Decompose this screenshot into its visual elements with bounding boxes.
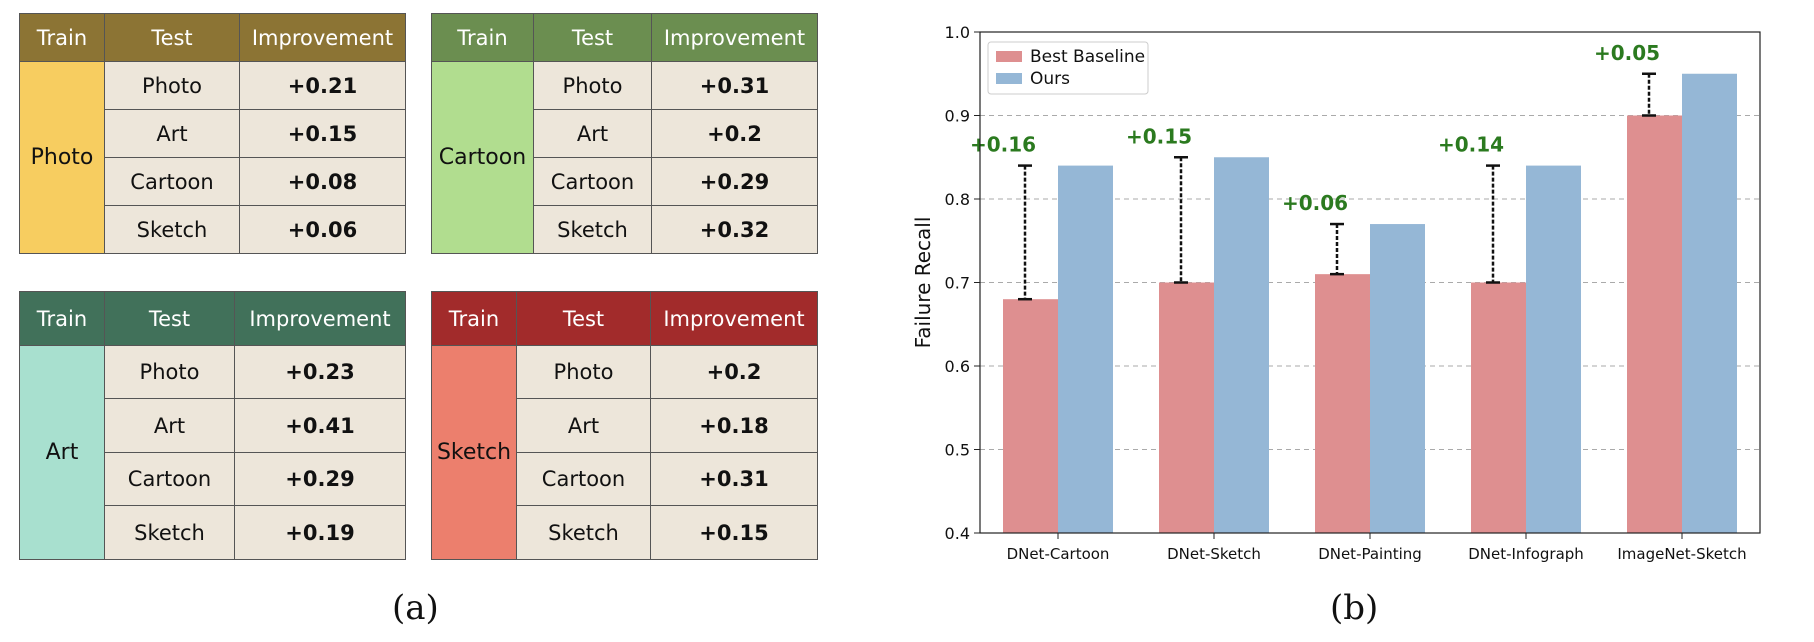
header-improvement: Improvement [234,291,406,346]
caption-a: (a) [392,588,439,628]
axis-ticks: 0.4 0.5 0.6 0.7 0.8 0.9 1.0 DNet-Cartoon DNet-Sk… [945,23,1747,563]
train-domain-cell: Cartoon [431,61,534,254]
test-cell: Cartoon [533,157,652,206]
test-cell: Photo [516,345,651,399]
improvement-cell: +0.15 [650,505,818,560]
header-test: Test [533,13,652,62]
improvement-annotation: +0.16 [970,133,1036,157]
test-cell: Cartoon [104,157,240,206]
test-cell: Sketch [533,205,652,254]
caption-b: (b) [1330,588,1379,628]
table-train-art: Train Test Improvement Art Photo +0.23 A… [19,291,406,560]
improvement-cell: +0.2 [651,109,818,158]
legend-swatch-ours [996,73,1022,84]
improvement-brackets: +0.16 +0.15 +0.06 +0.14 +0.05 [970,41,1660,301]
improvement-annotation: +0.14 [1438,133,1504,157]
test-cell: Photo [104,61,240,110]
table-train-photo: Train Test Improvement Photo Photo +0.21… [19,13,406,254]
improvement-cell: +0.41 [234,398,406,453]
test-cell: Art [104,398,235,453]
y-tick-label: 1.0 [945,23,970,42]
y-tick-label: 0.9 [945,107,970,126]
y-tick-label: 0.6 [945,357,970,376]
bar-ours [1214,157,1269,533]
x-tick-label: DNet-Sketch [1167,545,1261,563]
header-train: Train [431,13,534,62]
test-cell: Cartoon [516,452,651,506]
y-tick-label: 0.7 [945,274,970,293]
improvement-annotation: +0.06 [1282,191,1348,215]
header-train: Train [19,13,105,62]
improvement-cell: +0.31 [651,61,818,110]
failure-recall-bar-chart: +0.16 +0.15+0.06+0.14+0.05 0.40.50.60.70.… [911,23,1761,563]
header-test: Test [104,291,235,346]
bar-ours [1526,165,1581,533]
bar-best-baseline [1315,274,1370,533]
x-tick-label: DNet-Cartoon [1007,545,1110,563]
header-improvement: Improvement [650,291,818,346]
bar-ours [1682,73,1737,533]
bar-best-baseline [1159,282,1214,533]
improvement-cell: +0.31 [650,452,818,506]
train-domain-cell: Photo [19,61,105,254]
y-tick-label: 0.5 [945,441,970,460]
header-train: Train [431,291,517,346]
test-cell: Sketch [104,505,235,560]
table-train-cartoon: Train Test Improvement Cartoon Photo +0.… [431,13,818,254]
bar-best-baseline [1471,282,1526,533]
legend-swatch-best-baseline [996,51,1022,62]
header-improvement: Improvement [239,13,406,62]
improvement-cell: +0.23 [234,345,406,399]
test-cell: Art [533,109,652,158]
header-improvement: Improvement [651,13,818,62]
improvement-cell: +0.06 [239,205,406,254]
table-train-sketch: Train Test Improvement Sketch Photo +0.2… [431,291,818,560]
bar-best-baseline [1627,115,1682,533]
improvement-cell: +0.29 [234,452,406,506]
test-cell: Cartoon [104,452,235,506]
test-cell: Art [104,109,240,158]
legend-label-best-baseline: Best Baseline [1030,47,1145,67]
header-test: Test [104,13,240,62]
bar-best-baseline [1003,299,1058,533]
train-domain-cell: Art [19,345,105,560]
bars [1003,73,1737,534]
improvement-cell: +0.19 [234,505,406,560]
improvement-annotation: +0.15 [1126,124,1192,148]
y-tick-label: 0.8 [945,190,970,209]
x-tick-label: DNet-Infograph [1468,545,1584,563]
header-test: Test [516,291,651,346]
bar-ours [1370,224,1425,534]
test-cell: Photo [533,61,652,110]
bar-ours [1058,165,1113,533]
test-cell: Art [516,398,651,453]
test-cell: Sketch [516,505,651,560]
x-tick-label: ImageNet-Sketch [1617,545,1746,563]
improvement-cell: +0.15 [239,109,406,158]
legend-box [987,41,1149,95]
improvement-cell: +0.32 [651,205,818,254]
improvement-cell: +0.21 [239,61,406,110]
legend-label-ours: Ours [1030,69,1070,89]
test-cell: Photo [104,345,235,399]
train-domain-cell: Sketch [431,345,517,560]
improvement-annotation: +0.05 [1594,41,1660,65]
x-tick-label: DNet-Painting [1318,545,1422,563]
y-axis-label: Failure Recall [911,217,935,349]
improvement-cell: +0.2 [650,345,818,399]
header-train: Train [19,291,105,346]
y-tick-label: 0.4 [945,524,970,543]
improvement-cell: +0.29 [651,157,818,206]
improvement-cell: +0.08 [239,157,406,206]
legend: Best Baseline Ours [987,41,1149,95]
improvement-cell: +0.18 [650,398,818,453]
test-cell: Sketch [104,205,240,254]
